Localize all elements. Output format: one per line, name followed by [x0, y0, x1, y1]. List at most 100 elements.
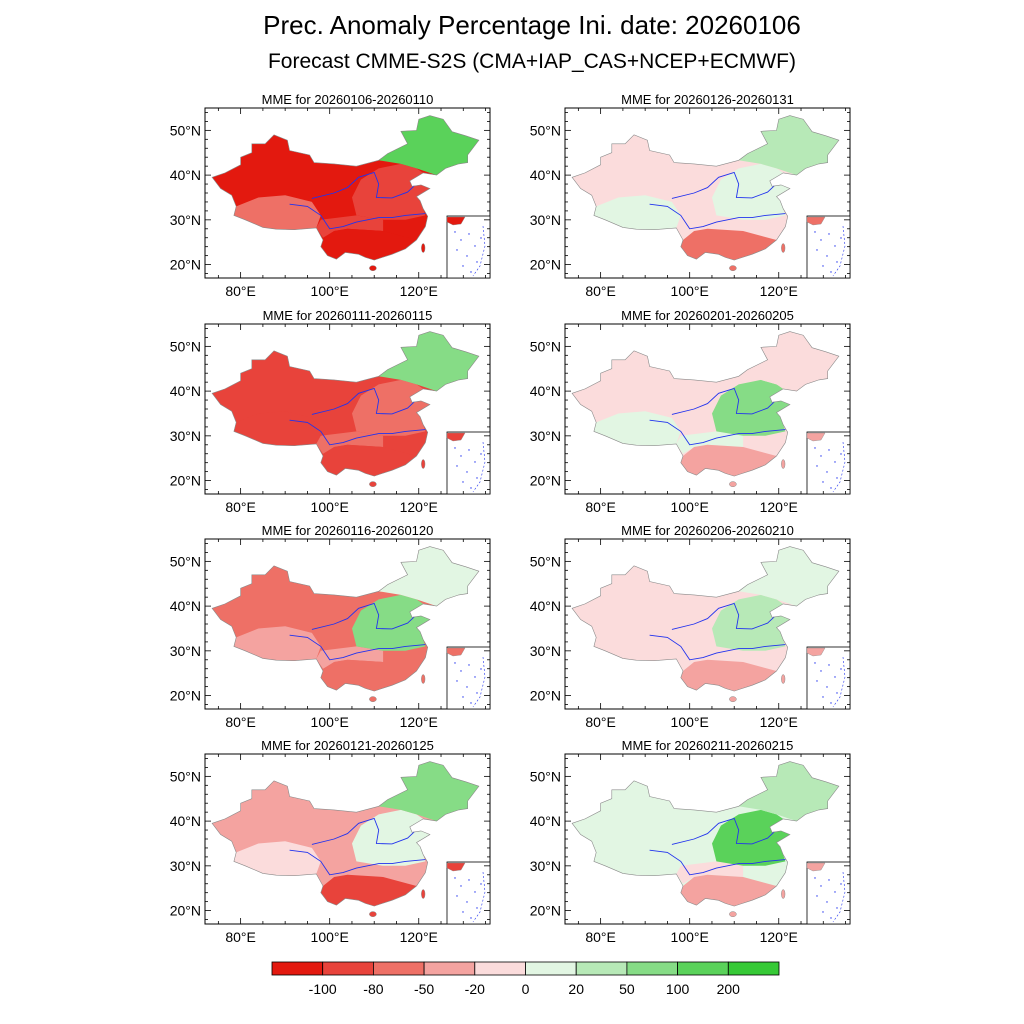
inset-island-dot [456, 249, 458, 251]
inset-island-dot [828, 879, 830, 881]
inset-island-dot [816, 465, 818, 467]
inset-island-dot [834, 461, 836, 463]
region-northeast-fill [378, 546, 479, 607]
china-border [571, 115, 840, 261]
lat-label: 20°N [530, 473, 561, 489]
colorbar-bin-g0 [525, 961, 577, 976]
figure-subtitle: Forecast CMME-S2S (CMA+IAP_CAS+NCEP+ECMW… [267, 50, 796, 73]
yangtze-river [649, 419, 786, 446]
inset-island-dot [476, 907, 478, 909]
lon-label: 80°E [585, 714, 616, 730]
lon-label: 100°E [671, 283, 709, 299]
inset-coast [446, 862, 466, 872]
inset-island-dot [820, 885, 822, 887]
region-south-fill [680, 444, 777, 477]
inset-island-dot [834, 891, 836, 893]
lat-label: 50°N [170, 553, 201, 569]
hainan-island [369, 911, 377, 918]
region-south-fill [680, 659, 777, 692]
region-northeast-fill [738, 115, 839, 176]
map-panel-5: MME for 20260126-20260131 50°N 40°N 30°N 20°… [530, 92, 851, 299]
inset-island-dot [468, 233, 470, 235]
inset-island-dot [816, 249, 818, 251]
lat-label: 20°N [530, 257, 561, 273]
region-northeast-fill [378, 331, 479, 392]
lat-label: 50°N [170, 338, 201, 354]
inset-island-dot [470, 487, 472, 489]
taiwan-island [421, 243, 426, 253]
lon-label: 80°E [225, 714, 256, 730]
inset-island-dot [820, 455, 822, 457]
inset-island-dot [828, 449, 830, 451]
inset-island-dot [468, 449, 470, 451]
inset-island-dot [834, 245, 836, 247]
lat-label: 40°N [530, 598, 561, 614]
region-northeast-fill [378, 115, 479, 176]
region-east-fill [352, 163, 430, 220]
inset-island-dot [480, 668, 482, 670]
china-border [571, 546, 840, 692]
map-panel-7: MME for 20260206-20260210 50°N 40°N 30°N 20°… [530, 523, 851, 730]
hainan-island [729, 696, 737, 703]
yellow-river [671, 817, 775, 845]
hainan-island [729, 265, 737, 272]
region-central-fill [316, 215, 384, 238]
south-china-sea-inset [446, 431, 491, 495]
inset-island-dot [816, 895, 818, 897]
lon-label: 120°E [760, 929, 798, 945]
lat-label: 30°N [170, 643, 201, 659]
colorbar-tick-label: 0 [522, 981, 530, 997]
china-border [211, 115, 480, 261]
lon-label: 120°E [400, 499, 438, 515]
lat-label: 50°N [530, 768, 561, 784]
hainan-island [729, 481, 737, 488]
china-border [211, 761, 480, 907]
inset-island-dot [466, 901, 468, 903]
taiwan-island [781, 459, 786, 469]
lon-label: 80°E [585, 499, 616, 515]
inset-island-dot [826, 471, 828, 473]
inset-island-dot [466, 471, 468, 473]
lon-label: 80°E [225, 929, 256, 945]
inset-island-dot [822, 265, 824, 267]
lat-label: 40°N [530, 167, 561, 183]
region-central-fill [316, 431, 384, 454]
yangtze-river [289, 203, 426, 230]
colorbar-tick-label: -20 [465, 981, 485, 997]
lat-label: 50°N [530, 553, 561, 569]
lon-label: 120°E [400, 283, 438, 299]
inset-island-dot [466, 255, 468, 257]
inset-island-dot [822, 696, 824, 698]
inset-island-dot [826, 255, 828, 257]
colorbar-bin-r1 [423, 961, 476, 976]
lat-label: 40°N [530, 813, 561, 829]
lon-label: 100°E [311, 714, 349, 730]
colorbar-tick-label: -80 [363, 981, 383, 997]
lon-label: 80°E [585, 283, 616, 299]
yellow-river [311, 387, 415, 415]
taiwan-island [421, 459, 426, 469]
region-tibet-fill [233, 626, 321, 661]
inset-coast [446, 216, 466, 226]
hainan-island [369, 265, 377, 272]
region-south-fill [320, 444, 417, 477]
inset-island-dot [474, 891, 476, 893]
panel-title: MME for 20260111-20260115 [263, 308, 433, 323]
inset-island-dot [840, 453, 842, 455]
lon-label: 100°E [671, 929, 709, 945]
china-border [571, 761, 840, 907]
lon-label: 100°E [311, 499, 349, 515]
inset-island-dot [820, 670, 822, 672]
inset-island-dot [834, 676, 836, 678]
yellow-river [311, 171, 415, 199]
panel-title: MME for 20260126-20260131 [621, 92, 794, 107]
inset-island-dot [828, 233, 830, 235]
colorbar-bin-r0 [474, 961, 526, 976]
lat-label: 30°N [530, 428, 561, 444]
region-east-fill [712, 379, 790, 436]
colorbar-tick-label: -50 [414, 981, 434, 997]
inset-island-dot [476, 477, 478, 479]
region-northeast-fill [378, 761, 479, 822]
inset-island-dot [826, 686, 828, 688]
